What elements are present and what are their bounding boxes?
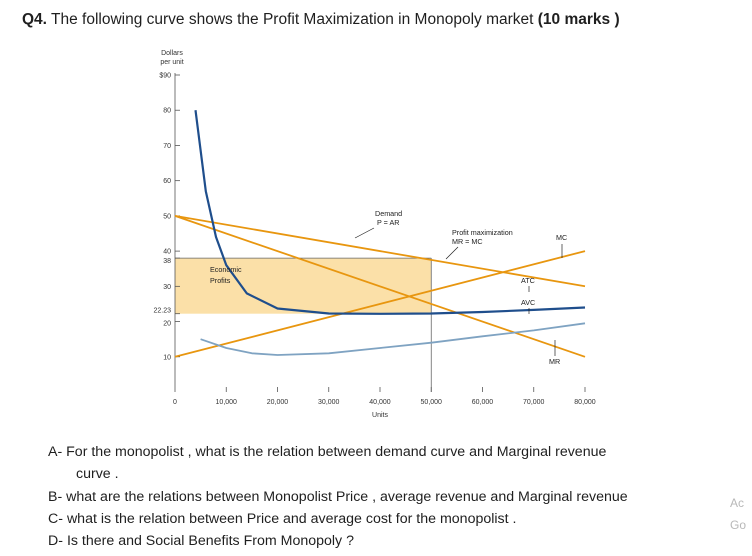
demand-pointer <box>354 227 375 239</box>
y-tick-label: 80 <box>163 108 171 115</box>
question-a: A- For the monopolist , what is the rela… <box>48 444 606 460</box>
economic-profit-area <box>175 258 432 314</box>
x-tick-label: 0 <box>173 399 177 406</box>
x-tick-label: 60,000 <box>472 399 494 406</box>
y-tick-label: 10 <box>163 354 171 361</box>
demand-label-line1: Demand <box>375 209 402 218</box>
question-b-label: B- <box>48 489 63 505</box>
question-d: D- Is there and Social Benefits From Mon… <box>48 533 354 549</box>
question-title: Q4. The following curve shows the Profit… <box>22 11 620 29</box>
question-c: C- what is the relation between Price an… <box>48 511 516 527</box>
y-tick-label: 38 <box>163 258 171 265</box>
x-tick-label: 70,000 <box>523 399 545 406</box>
question-number: Q4. <box>22 11 47 28</box>
series-line-mr-mc <box>174 215 586 358</box>
series-line-atc <box>194 110 586 315</box>
side-text-1: Ac <box>730 496 745 510</box>
y-axis-title-line2: per unit <box>160 59 183 66</box>
question-c-text: what is the relation between Price and a… <box>66 511 517 527</box>
y-tick-label: 20 <box>163 321 171 328</box>
y-tick-label: 50 <box>163 213 171 220</box>
profit-max-label-line2: MR = MC <box>452 237 483 246</box>
series-line-mc <box>174 250 586 358</box>
question-c-label: C- <box>48 511 63 527</box>
economic-profits-label-line1: Economic <box>210 265 242 274</box>
side-text-2: Go <box>730 518 747 532</box>
x-tick-label: 10,000 <box>216 399 238 406</box>
x-tick-label: 20,000 <box>267 399 289 406</box>
y-axis-title-line1: Dollars <box>161 50 183 57</box>
question-a-text: For the monopolist , what is the relatio… <box>66 444 607 460</box>
question-b: B- what are the relations between Monopo… <box>48 489 628 505</box>
x-tick-label: 80,000 <box>574 399 596 406</box>
y-tick-label: 70 <box>163 143 171 150</box>
question-b-text: what are the relations between Monopolis… <box>66 489 628 505</box>
y-tick-label: 40 <box>163 249 171 256</box>
series-line-demand-p-ar <box>174 215 586 288</box>
y-tick-label: 30 <box>163 284 171 291</box>
demand-label-line2: P = AR <box>377 218 399 227</box>
question-marks: (10 marks ) <box>537 11 620 28</box>
profit-max-pointer <box>445 246 459 260</box>
economic-profits-label-line2: Profits <box>210 276 231 285</box>
question-d-text: Is there and Social Benefits From Monopo… <box>66 533 354 549</box>
mc-label: MC <box>556 233 567 242</box>
y-tick-label: 22.23 <box>153 308 171 315</box>
y-tick-label: $90 <box>159 73 171 80</box>
question-text: The following curve shows the Profit Max… <box>51 11 534 28</box>
mr-label: MR <box>549 357 560 366</box>
x-tick-label: 30,000 <box>318 399 340 406</box>
question-a-continued: curve . <box>76 466 119 482</box>
atc-label: ATC <box>521 276 535 285</box>
avc-label: AVC <box>521 298 535 307</box>
profit-max-label-line1: Profit maximization <box>452 228 513 237</box>
y-tick-label: 60 <box>163 178 171 185</box>
question-d-label: D- <box>48 533 63 549</box>
x-tick-label: 50,000 <box>421 399 443 406</box>
x-tick-label: 40,000 <box>369 399 391 406</box>
x-axis-title: Units <box>372 412 388 419</box>
question-a-label: A- <box>48 444 63 460</box>
question-a-cont: curve . <box>76 466 119 482</box>
profit-maximization-chart: Dollars per unit $90 80 70 60 50 40 38 30 22.23 20 1… <box>153 50 596 419</box>
series-line-avc <box>200 322 586 356</box>
